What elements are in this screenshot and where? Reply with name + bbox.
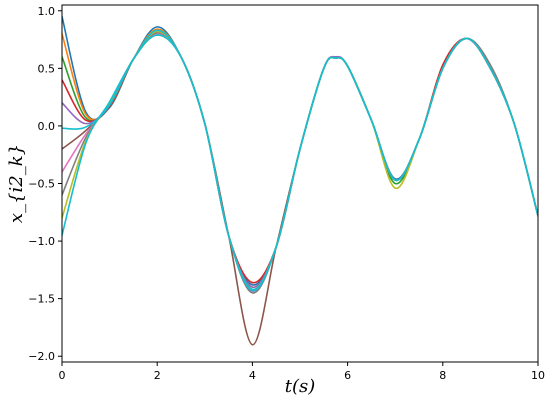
y-axis-ticks: 1.0 0.5 0.0 −0.5 −1.0 −1.5 −2.0 bbox=[28, 5, 62, 363]
series-line-2 bbox=[62, 28, 538, 288]
x-tick-label: 10 bbox=[531, 369, 545, 382]
series-line-8 bbox=[62, 31, 538, 294]
x-tick-label: 6 bbox=[344, 369, 351, 382]
y-tick-label: 0.5 bbox=[38, 62, 56, 75]
x-tick-label: 4 bbox=[249, 369, 256, 382]
series-line-3 bbox=[62, 30, 538, 292]
series-line-5 bbox=[62, 32, 538, 288]
series-line-9 bbox=[62, 30, 538, 291]
x-axis-label: t(s) bbox=[285, 376, 316, 397]
y-tick-label: −1.5 bbox=[28, 293, 55, 306]
reference-trajectory-line bbox=[62, 34, 538, 291]
y-tick-label: −1.0 bbox=[28, 235, 55, 248]
x-tick-label: 0 bbox=[59, 369, 66, 382]
x-tick-label: 2 bbox=[154, 369, 161, 382]
series-line-10 bbox=[62, 29, 538, 292]
series-line-6 bbox=[62, 34, 538, 346]
y-axis-label: x_{i2_k} bbox=[6, 144, 27, 223]
series-line-4 bbox=[62, 31, 538, 284]
y-tick-label: −0.5 bbox=[28, 178, 55, 191]
x-tick-label: 8 bbox=[439, 369, 446, 382]
series-line-7 bbox=[62, 32, 538, 293]
y-tick-label: −2.0 bbox=[28, 350, 55, 363]
x-axis-ticks: 0 2 4 6 8 10 bbox=[59, 362, 545, 382]
y-tick-label: 1.0 bbox=[38, 5, 56, 18]
plot-lines bbox=[62, 15, 538, 346]
y-tick-label: 0.0 bbox=[38, 120, 56, 133]
